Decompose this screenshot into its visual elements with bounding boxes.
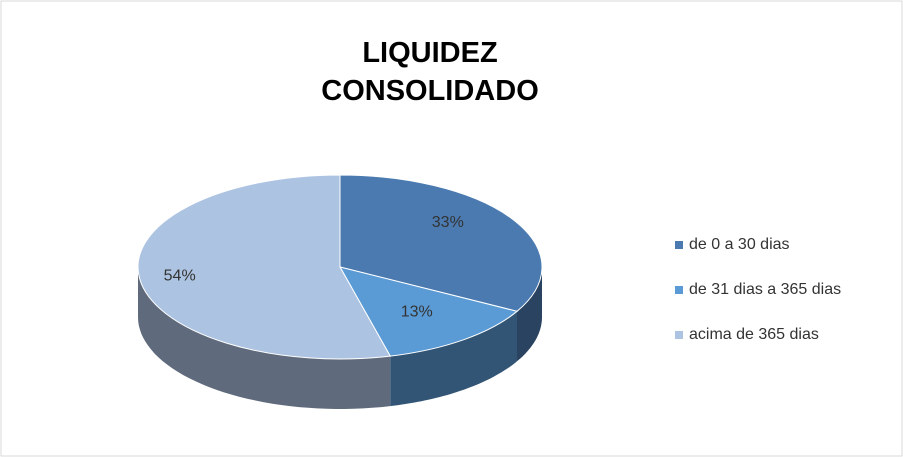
legend-swatch (675, 286, 683, 294)
data-label: 54% (164, 267, 196, 284)
data-label: 13% (401, 303, 433, 320)
pie-side (390, 311, 517, 407)
legend-label: de 0 a 30 dias (689, 236, 790, 253)
chart-title: LIQUIDEZ CONSOLIDADO (321, 37, 539, 107)
pie-slice (338, 266, 519, 357)
legend-label: de 31 dias a 365 dias (689, 281, 841, 298)
data-label: 33% (432, 214, 464, 231)
legend-label: acima de 365 dias (689, 326, 819, 343)
pie-slice (339, 174, 543, 312)
pie-side (138, 267, 391, 409)
legend-swatch (675, 331, 683, 339)
pie-slice (137, 174, 392, 360)
legend-swatch (675, 241, 683, 249)
